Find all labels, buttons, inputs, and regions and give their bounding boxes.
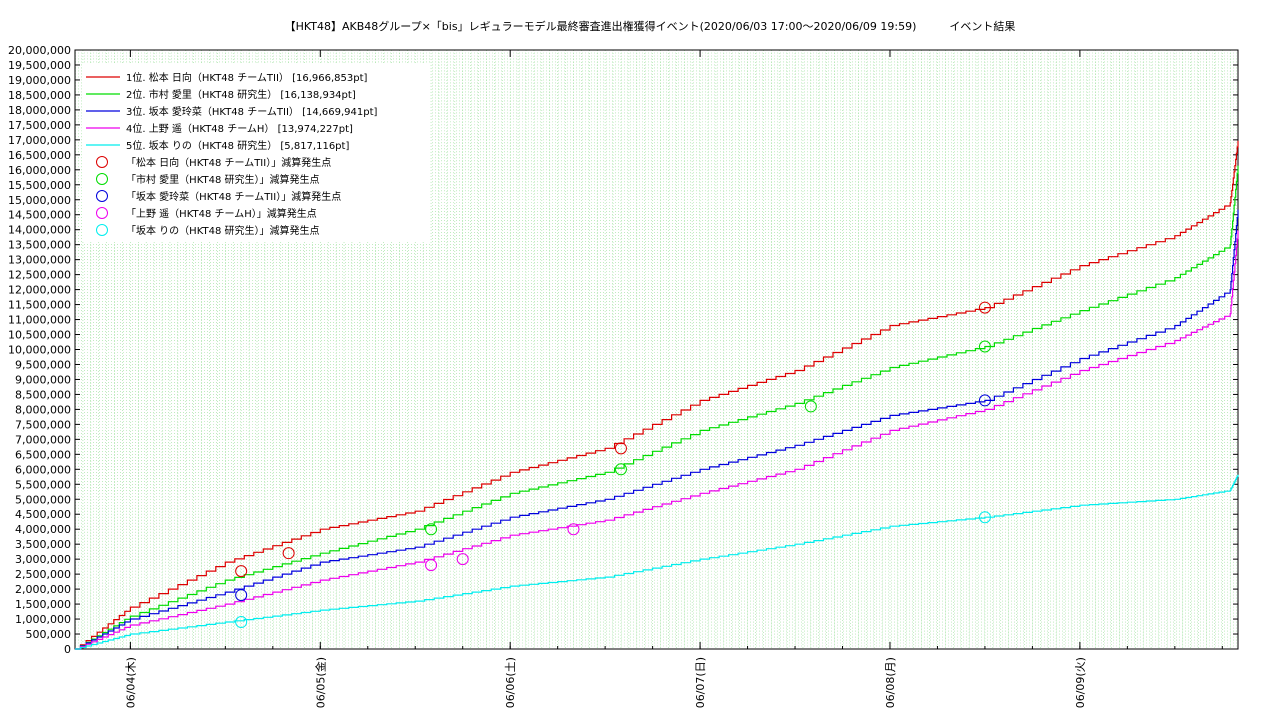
marker-point-3 bbox=[978, 394, 991, 407]
y-tick-label: 1,500,000 bbox=[15, 598, 71, 611]
marker-point-2 bbox=[614, 463, 627, 476]
legend-marker-2 bbox=[96, 173, 108, 185]
marker-point-2 bbox=[804, 400, 817, 413]
x-tick-label: 06/04(木) bbox=[124, 657, 137, 708]
chart-title: 【HKT48】AKB48グループ×「bis」レギュラーモデル最終審査進出権獲得イ… bbox=[284, 20, 1016, 33]
y-tick-label: 4,000,000 bbox=[15, 523, 71, 536]
legend-marker-label-5: 「坂本 りの（HKT48 研究生）」減算発生点 bbox=[126, 224, 320, 237]
y-tick-label: 0 bbox=[64, 643, 71, 656]
y-tick-label: 6,000,000 bbox=[15, 463, 71, 476]
y-tick-label: 3,000,000 bbox=[15, 553, 71, 566]
y-tick-label: 10,500,000 bbox=[8, 329, 71, 342]
marker-point-3 bbox=[235, 589, 248, 602]
y-tick-label: 8,000,000 bbox=[15, 403, 71, 416]
y-tick-label: 14,000,000 bbox=[8, 224, 71, 237]
legend-marker-4 bbox=[96, 207, 108, 219]
y-tick-label: 18,500,000 bbox=[8, 89, 71, 102]
series-line-1 bbox=[75, 140, 1239, 650]
series-line-5 bbox=[75, 474, 1239, 650]
series-line-4 bbox=[75, 230, 1239, 650]
legend-marker-label-4: 「上野 遥（HKT48 チームH）」減算発生点 bbox=[126, 207, 317, 220]
y-tick-label: 19,500,000 bbox=[8, 59, 71, 72]
x-tick-label: 06/08(月) bbox=[884, 657, 897, 708]
y-tick-label: 9,000,000 bbox=[15, 373, 71, 386]
marker-point-1 bbox=[978, 301, 991, 314]
y-tick-label: 17,500,000 bbox=[8, 119, 71, 132]
x-tick-label: 06/05(金) bbox=[313, 657, 327, 708]
x-tick-label: 06/06(土) bbox=[504, 657, 517, 708]
y-tick-label: 9,500,000 bbox=[15, 358, 71, 371]
y-tick-label: 13,000,000 bbox=[8, 254, 71, 267]
marker-point-5 bbox=[978, 511, 991, 524]
y-tick-label: 1,000,000 bbox=[15, 613, 71, 626]
y-tick-label: 5,000,000 bbox=[15, 493, 71, 506]
marker-point-1 bbox=[614, 442, 627, 455]
x-tick-label: 06/07(日) bbox=[694, 657, 707, 708]
legend-marker-5 bbox=[96, 224, 108, 236]
legend-label-2: 2位. 市村 愛里（HKT48 研究生） [16,138,934pt] bbox=[126, 88, 356, 101]
y-tick-label: 16,000,000 bbox=[8, 164, 71, 177]
y-tick-label: 3,500,000 bbox=[15, 538, 71, 551]
y-tick-label: 17,000,000 bbox=[8, 134, 71, 147]
marker-point-4 bbox=[425, 559, 438, 572]
marker-point-5 bbox=[235, 616, 248, 629]
series-line-2 bbox=[75, 165, 1239, 650]
y-tick-label: 19,000,000 bbox=[8, 74, 71, 87]
marker-point-1 bbox=[235, 565, 248, 578]
marker-point-2 bbox=[978, 340, 991, 353]
legend-label-4: 4位. 上野 遥（HKT48 チームH） [13,974,227pt] bbox=[126, 122, 353, 135]
marker-point-2 bbox=[425, 523, 438, 536]
legend-label-1: 1位. 松本 日向（HKT48 チームTII） [16,966,853pt] bbox=[126, 71, 368, 84]
y-tick-label: 10,000,000 bbox=[8, 344, 71, 357]
y-tick-label: 11,500,000 bbox=[8, 299, 71, 312]
marker-point-1 bbox=[282, 547, 295, 560]
y-tick-label: 15,500,000 bbox=[8, 179, 71, 192]
y-tick-label: 500,000 bbox=[26, 628, 72, 641]
y-tick-label: 18,000,000 bbox=[8, 104, 71, 117]
legend-label-5: 5位. 坂本 りの（HKT48 研究生） [5,817,116pt] bbox=[126, 139, 349, 152]
marker-point-4 bbox=[456, 553, 469, 566]
marker-point-4 bbox=[567, 523, 580, 536]
y-tick-label: 7,500,000 bbox=[15, 418, 71, 431]
y-tick-label: 4,500,000 bbox=[15, 508, 71, 521]
y-tick-label: 15,000,000 bbox=[8, 194, 71, 207]
y-tick-label: 20,000,000 bbox=[8, 44, 71, 57]
legend-marker-1 bbox=[96, 156, 108, 168]
y-tick-label: 8,500,000 bbox=[15, 388, 71, 401]
legend-marker-label-1: 「松本 日向（HKT48 チームTII）」減算発生点 bbox=[126, 156, 331, 169]
y-tick-label: 11,000,000 bbox=[8, 314, 71, 327]
series-line-3 bbox=[75, 209, 1239, 650]
legend-marker-label-2: 「市村 愛里（HKT48 研究生）」減算発生点 bbox=[126, 173, 320, 186]
x-tick-label: 06/09(火) bbox=[1074, 657, 1087, 708]
y-tick-label: 5,500,000 bbox=[15, 478, 71, 491]
legend-box bbox=[82, 64, 430, 242]
legend-label-3: 3位. 坂本 愛玲菜（HKT48 チームTII） [14,669,941pt] bbox=[126, 105, 378, 118]
y-tick-label: 7,000,000 bbox=[15, 433, 71, 446]
y-tick-label: 2,500,000 bbox=[15, 568, 71, 581]
y-tick-label: 12,000,000 bbox=[8, 284, 71, 297]
y-tick-label: 6,500,000 bbox=[15, 448, 71, 461]
legend-marker-3 bbox=[96, 190, 108, 202]
y-tick-label: 2,000,000 bbox=[15, 583, 71, 596]
y-tick-label: 12,500,000 bbox=[8, 269, 71, 282]
legend-marker-label-3: 「坂本 愛玲菜（HKT48 チームTII）」減算発生点 bbox=[126, 190, 341, 203]
y-tick-label: 14,500,000 bbox=[8, 209, 71, 222]
y-tick-label: 16,500,000 bbox=[8, 149, 71, 162]
y-tick-label: 13,500,000 bbox=[8, 239, 71, 252]
